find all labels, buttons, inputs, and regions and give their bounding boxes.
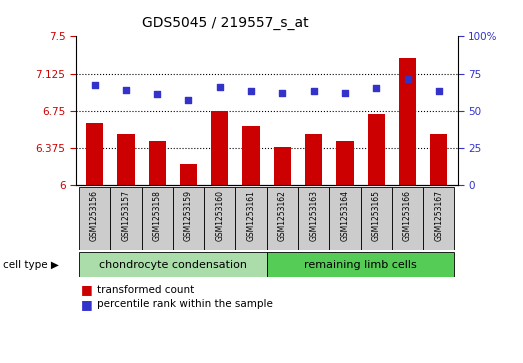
- Bar: [329, 187, 361, 250]
- Text: GSM1253158: GSM1253158: [153, 190, 162, 241]
- Bar: [79, 252, 267, 277]
- Bar: [180, 164, 197, 185]
- Bar: [204, 187, 235, 250]
- Bar: [368, 114, 385, 185]
- Bar: [243, 126, 260, 185]
- Point: [247, 89, 255, 94]
- Text: GSM1253162: GSM1253162: [278, 190, 287, 241]
- Text: chondrocyte condensation: chondrocyte condensation: [99, 260, 247, 270]
- Text: GSM1253167: GSM1253167: [434, 190, 444, 241]
- Point: [122, 87, 130, 93]
- Bar: [361, 187, 392, 250]
- Point: [184, 97, 192, 103]
- Bar: [86, 123, 103, 185]
- Bar: [267, 187, 298, 250]
- Text: transformed count: transformed count: [97, 285, 194, 295]
- Bar: [392, 187, 423, 250]
- Bar: [430, 134, 448, 185]
- Bar: [399, 58, 416, 185]
- Point: [90, 82, 99, 88]
- Text: GSM1253166: GSM1253166: [403, 190, 412, 241]
- Text: GDS5045 / 219557_s_at: GDS5045 / 219557_s_at: [142, 16, 308, 30]
- Point: [341, 90, 349, 96]
- Bar: [298, 187, 329, 250]
- Text: ■: ■: [81, 283, 93, 296]
- Text: GSM1253159: GSM1253159: [184, 190, 193, 241]
- Bar: [149, 142, 166, 185]
- Bar: [142, 187, 173, 250]
- Bar: [336, 142, 354, 185]
- Point: [278, 90, 287, 96]
- Bar: [79, 187, 110, 250]
- Point: [153, 91, 162, 97]
- Text: GSM1253160: GSM1253160: [215, 190, 224, 241]
- Text: GSM1253164: GSM1253164: [340, 190, 349, 241]
- Text: GSM1253157: GSM1253157: [121, 190, 130, 241]
- Bar: [117, 134, 134, 185]
- Bar: [173, 187, 204, 250]
- Bar: [305, 134, 322, 185]
- Bar: [235, 187, 267, 250]
- Point: [215, 84, 224, 90]
- Point: [435, 89, 443, 94]
- Text: GSM1253165: GSM1253165: [372, 190, 381, 241]
- Point: [403, 77, 412, 82]
- Point: [372, 85, 380, 91]
- Bar: [110, 187, 142, 250]
- Text: ■: ■: [81, 298, 93, 311]
- Point: [310, 89, 318, 94]
- Bar: [423, 187, 454, 250]
- Text: GSM1253161: GSM1253161: [246, 190, 256, 241]
- Text: GSM1253156: GSM1253156: [90, 190, 99, 241]
- Bar: [274, 147, 291, 185]
- Text: remaining limb cells: remaining limb cells: [304, 260, 417, 270]
- Bar: [211, 111, 229, 185]
- Text: GSM1253163: GSM1253163: [309, 190, 318, 241]
- Bar: [267, 252, 454, 277]
- Text: percentile rank within the sample: percentile rank within the sample: [97, 299, 272, 309]
- Text: cell type ▶: cell type ▶: [3, 260, 59, 270]
